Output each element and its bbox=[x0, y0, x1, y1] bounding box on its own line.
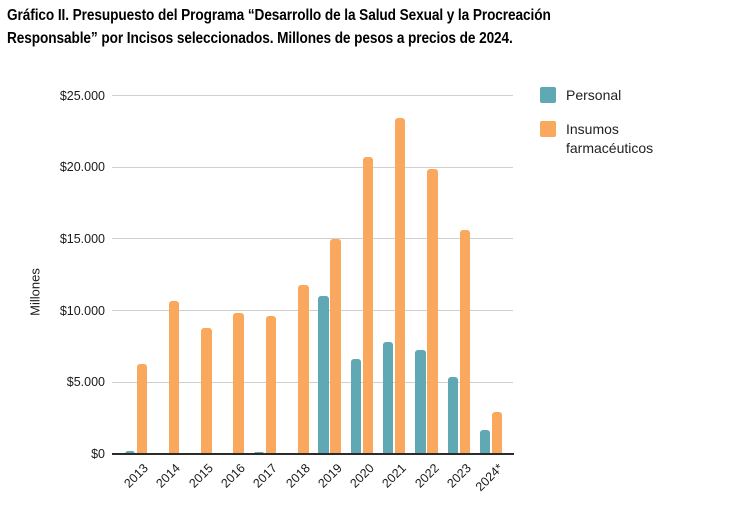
bar-insumos-2015 bbox=[201, 327, 212, 454]
bar-personal-2021 bbox=[382, 342, 394, 454]
bar-insumos-2013 bbox=[136, 364, 147, 454]
page-title-line-2: Responsable” por Incisos seleccionados. … bbox=[7, 30, 513, 47]
bar-insumos-2022 bbox=[427, 169, 438, 454]
legend-swatch bbox=[540, 87, 556, 103]
page-title-line-1: Gráfico II. Presupuesto del Programa “De… bbox=[7, 7, 551, 24]
bar-insumos-2020 bbox=[362, 157, 374, 454]
bar-insumos-2018 bbox=[298, 284, 309, 454]
gridline-$15.000 bbox=[112, 238, 513, 240]
x-axis-line bbox=[112, 452, 514, 456]
y-tick-label: $0 bbox=[91, 447, 105, 461]
legend-label: Insumos farmacéuticos bbox=[566, 121, 654, 156]
bar-personal-2022 bbox=[415, 350, 426, 454]
bar-insumos-2024* bbox=[491, 412, 503, 454]
bar-personal-2013 bbox=[124, 451, 135, 454]
gridline-$25.000 bbox=[112, 95, 513, 96]
legend-label: Personal bbox=[566, 87, 622, 103]
legend: Personal Insumos farmacéuticos bbox=[540, 86, 674, 158]
legend-item: Insumos farmacéuticos bbox=[540, 120, 674, 158]
gridline-$10.000 bbox=[112, 310, 513, 312]
gridline-$20.000 bbox=[112, 166, 513, 168]
y-tick-label: $20.000 bbox=[59, 160, 105, 175]
bar-personal-2024* bbox=[479, 429, 491, 454]
legend-swatch bbox=[540, 121, 556, 137]
bar-insumos-2021 bbox=[394, 117, 406, 454]
bar-personal-2019 bbox=[318, 296, 329, 454]
y-tick-label: $15.000 bbox=[59, 231, 105, 246]
bar-personal-2020 bbox=[350, 358, 362, 454]
bar-insumos-2019 bbox=[330, 238, 341, 454]
gridline-$5.000 bbox=[112, 381, 513, 383]
page-title: Gráfico II. Presupuesto del Programa “De… bbox=[7, 4, 551, 50]
bar-insumos-2023 bbox=[459, 230, 470, 454]
y-tick-label: $25.000 bbox=[59, 88, 105, 103]
y-tick-label: $10.000 bbox=[59, 303, 105, 318]
legend-item: Personal bbox=[540, 86, 674, 105]
bar-insumos-2017 bbox=[265, 316, 277, 454]
bar-personal-2023 bbox=[447, 377, 458, 454]
bar-insumos-2014 bbox=[168, 301, 180, 454]
bar-insumos-2016 bbox=[233, 313, 244, 454]
y-tick-label: $5.000 bbox=[66, 375, 105, 390]
